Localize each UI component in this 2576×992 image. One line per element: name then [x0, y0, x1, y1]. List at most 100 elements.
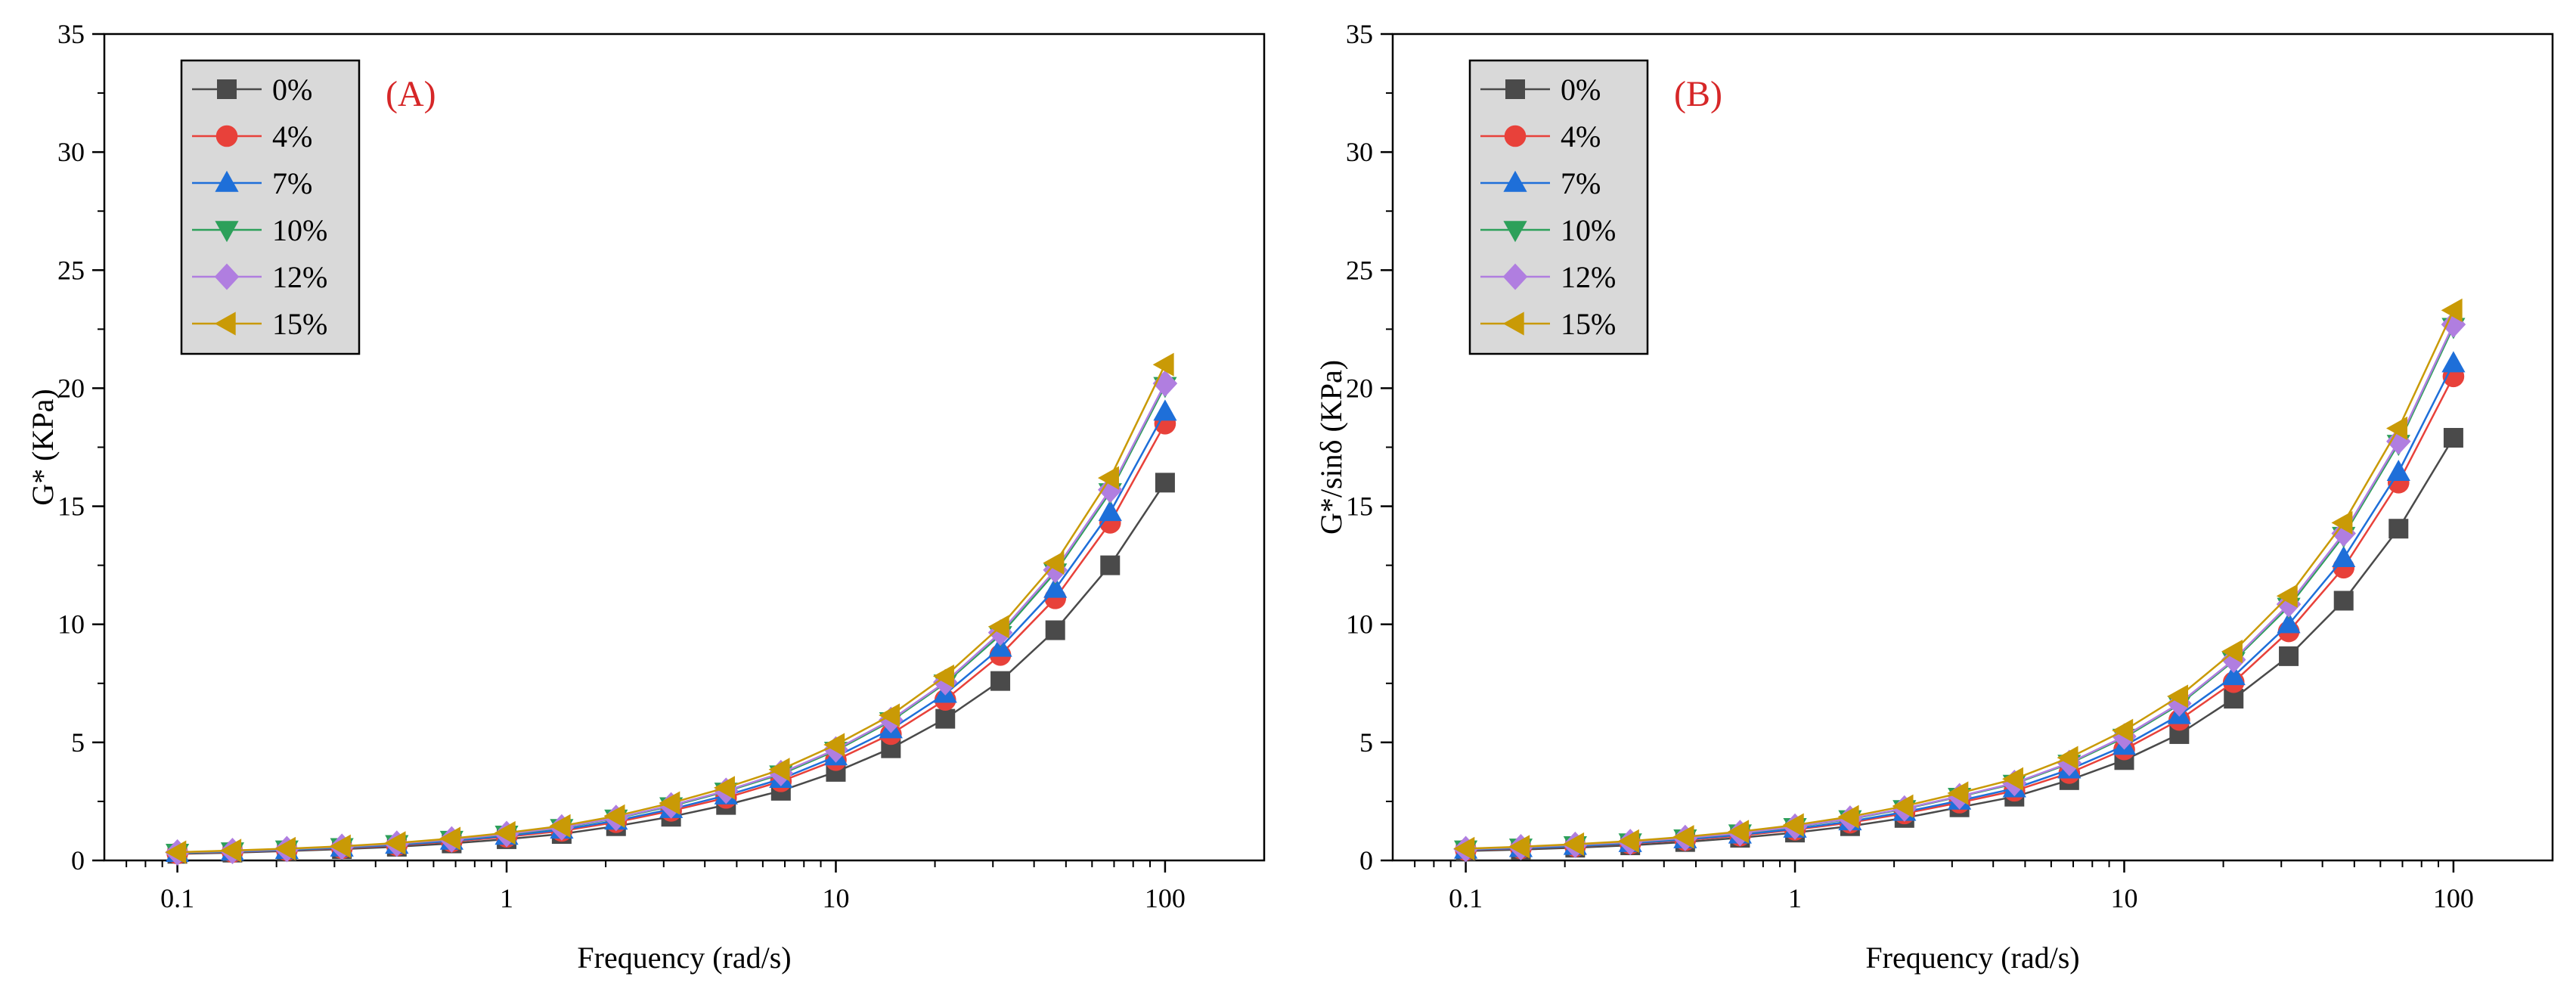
chart-b-series-4 [1453, 311, 2466, 863]
chart-b-data-point [2277, 612, 2301, 634]
chart-b-legend-label: 12% [1561, 260, 1616, 294]
chart-b-x-axis-title: Frequency (rad/s) [1865, 941, 2079, 975]
chart-b-data-point [2332, 546, 2356, 567]
chart-a-y-axis: 0 5 10 15 20 25 30 35 [57, 19, 104, 876]
chart-b-data-point [2333, 591, 2354, 611]
chart-a-series-line [177, 364, 1167, 854]
chart-b-legend-label: 7% [1561, 166, 1601, 200]
chart-a-x-tick-label: 0.1 [160, 883, 194, 913]
chart-a-y-tick-label: 5 [71, 727, 85, 758]
chart-a-legend-marker [214, 263, 240, 290]
chart-b-legend-box [1468, 59, 1649, 355]
chart-a-data-point [1098, 466, 1119, 490]
chart-a-data-point [1043, 576, 1068, 598]
chart-a-panel-label: (A) [386, 74, 436, 114]
chart-a-legend-label: 15% [272, 307, 327, 341]
chart-b-legend-label: 10% [1561, 213, 1616, 247]
chart-b-legend-label: 15% [1561, 307, 1616, 341]
chart-b-data-point [1837, 804, 1859, 829]
chart-b-data-point [1453, 836, 1475, 860]
chart-a-legend-box [180, 59, 361, 355]
chart-b-data-point [2057, 746, 2078, 770]
chart-a-legend-item: 12% [192, 260, 327, 294]
chart-b-data-point [2221, 640, 2243, 664]
chart-b-data-point [2002, 767, 2023, 791]
chart-a-data-point [1100, 555, 1121, 575]
chart-a-legend-item: 7% [192, 166, 312, 200]
chart-panel-a: 0 5 10 15 20 25 30 35 0.1 1 10 100 Frequency (rad/s)… [26, 19, 1266, 975]
chart-a-legend-label: 12% [272, 260, 327, 294]
chart-a-data-point [494, 820, 516, 845]
chart-a-y-tick-label: 20 [57, 373, 85, 403]
chart-a-series-4 [165, 370, 1178, 866]
chart-b-series-line [1465, 363, 2455, 851]
chart-b-data-point [2386, 428, 2411, 455]
chart-b-y-tick-label: 10 [1346, 609, 1373, 640]
chart-a-y-tick-label: 25 [57, 255, 85, 285]
chart-b-legend-item: 7% [1480, 166, 1601, 200]
chart-a-legend-item: 15% [192, 307, 327, 341]
chart-a-data-point [1098, 476, 1123, 504]
chart-b-series-line [1465, 326, 2455, 851]
chart-a-data-point [549, 814, 571, 839]
chart-a-legend-marker [215, 221, 239, 243]
chart-a-data-point [935, 708, 956, 729]
chart-b-legend-marker [1504, 125, 1527, 147]
chart-b-series-line [1465, 376, 2455, 851]
chart-b-y-tick-label: 15 [1346, 491, 1373, 522]
chart-b-legend-marker [1505, 79, 1525, 99]
chart-b-data-point [2386, 460, 2410, 481]
chart-b-legend-marker [1503, 221, 1527, 243]
chart-b-series-5 [1453, 298, 2463, 860]
chart-b-legend-marker [1502, 312, 1524, 336]
chart-b-x-tick-label: 0.1 [1449, 883, 1483, 913]
chart-b-data-point [2279, 646, 2299, 666]
chart-a-data-point [1098, 500, 1122, 522]
chart-b-data-point [2443, 428, 2463, 448]
chart-a-series-line [177, 385, 1167, 854]
chart-b-legend-item: 4% [1480, 119, 1601, 153]
chart-b-data-point [2221, 664, 2246, 686]
chart-b-series-2 [1454, 351, 2466, 859]
chart-b-legend-label: 0% [1561, 73, 1601, 107]
chart-a-y-tick-label: 15 [57, 491, 85, 522]
chart-a-data-point [1153, 399, 1177, 421]
chart-b-svg: 0 5 10 15 20 25 30 35 0.1 1 10 100 Frequency (rad/s)… [1314, 19, 2554, 975]
chart-b-legend-item: 0% [1480, 73, 1601, 107]
chart-b-series-3 [1454, 318, 2466, 862]
chart-a-x-tick-label: 10 [822, 883, 849, 913]
chart-a-legend-item: 4% [192, 119, 312, 153]
chart-b-y-tick-label: 20 [1346, 373, 1373, 403]
chart-b-y-tick-label: 5 [1359, 727, 1373, 758]
chart-a-data-point [1152, 370, 1178, 397]
chart-a-legend-marker [215, 170, 239, 192]
chart-a-y-tick-label: 35 [57, 19, 85, 49]
chart-a-legend-label: 0% [272, 73, 312, 107]
chart-a-series-line [177, 423, 1166, 854]
chart-b-data-point [1672, 825, 1694, 849]
chart-b-legend-marker [1502, 263, 1528, 290]
chart-b-x-axis: 0.1 1 10 100 [1414, 860, 2474, 913]
chart-a-legend-marker [217, 79, 237, 99]
chart-a-y-tick-label: 0 [71, 845, 85, 876]
chart-b-legend-marker [1503, 170, 1527, 192]
chart-b-legend-label: 4% [1561, 119, 1601, 153]
chart-a-series-line [177, 411, 1166, 854]
chart-a-data-point [932, 664, 954, 689]
chart-a-legend: 0% 4% 7% 10% 12% 15% [180, 59, 361, 355]
chart-a-series-5 [165, 352, 1174, 864]
chart-b-y-axis: 0 5 10 15 20 25 30 35 [1346, 19, 1393, 876]
chart-a-data-point [439, 826, 461, 851]
chart-b-data-point [2276, 584, 2298, 608]
chart-a-data-point [714, 776, 735, 800]
chart-b-y-axis-title: G*/sinδ (KPa) [1314, 360, 1348, 535]
chart-a-data-point [879, 703, 901, 727]
chart-a-legend-label: 4% [272, 119, 312, 153]
chart-a-data-point [1152, 352, 1174, 377]
chart-b-legend: 0% 4% 7% 10% 12% 15% [1468, 59, 1649, 355]
chart-b-data-point [1508, 835, 1530, 859]
chart-a-legend-label: 10% [272, 213, 327, 247]
chart-a-series-line [177, 383, 1167, 854]
chart-b-data-point [2441, 298, 2463, 322]
chart-b-data-point [2386, 416, 2407, 441]
